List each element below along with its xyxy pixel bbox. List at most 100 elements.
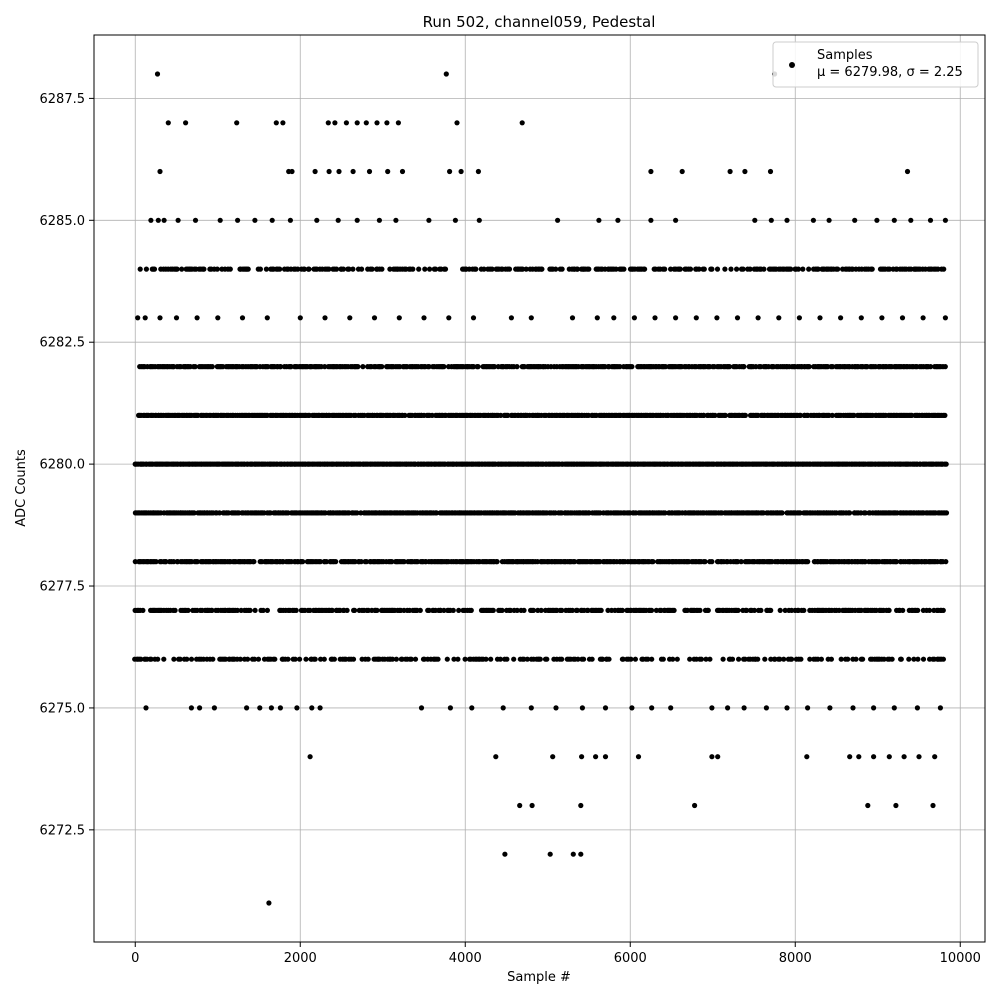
x-axis: 0 2000 4000 6000 8000 10000 bbox=[131, 942, 981, 966]
data-point bbox=[389, 656, 396, 662]
data-point bbox=[456, 607, 462, 614]
data-point bbox=[800, 266, 806, 272]
data-point bbox=[911, 656, 917, 662]
data-point bbox=[943, 461, 949, 467]
data-point bbox=[755, 656, 761, 662]
legend-stats: μ = 6279.98, σ = 2.25 bbox=[817, 65, 963, 80]
data-point bbox=[569, 315, 576, 321]
x-tick-label: 6000 bbox=[614, 951, 647, 966]
y-tick-label: 6275.0 bbox=[40, 701, 86, 716]
data-point bbox=[553, 266, 559, 272]
data-point bbox=[524, 656, 531, 662]
data-point bbox=[435, 656, 441, 662]
data-point bbox=[740, 266, 746, 272]
data-point bbox=[331, 656, 337, 662]
data-point bbox=[871, 705, 877, 711]
data-point bbox=[529, 802, 535, 809]
data-point bbox=[649, 656, 655, 662]
data-point bbox=[273, 120, 279, 126]
data-point bbox=[862, 510, 868, 516]
data-point bbox=[184, 656, 190, 662]
data-point bbox=[795, 266, 802, 272]
y-axis-label: ADC Counts bbox=[14, 449, 29, 527]
data-point bbox=[937, 705, 944, 711]
data-point bbox=[251, 656, 258, 662]
data-point bbox=[272, 656, 278, 662]
data-point bbox=[687, 656, 693, 662]
data-point bbox=[788, 266, 794, 272]
data-point bbox=[838, 656, 844, 662]
data-point bbox=[734, 266, 740, 272]
data-point bbox=[891, 217, 897, 223]
data-point bbox=[709, 266, 715, 272]
data-point bbox=[418, 705, 425, 711]
data-point bbox=[326, 266, 332, 272]
data-point bbox=[209, 364, 215, 370]
data-point bbox=[266, 900, 272, 906]
data-point bbox=[177, 656, 183, 662]
data-point bbox=[805, 705, 811, 711]
data-point bbox=[173, 315, 180, 321]
data-point bbox=[815, 266, 821, 272]
data-point bbox=[747, 266, 753, 272]
data-point bbox=[727, 168, 733, 175]
data-point bbox=[497, 656, 503, 662]
data-point bbox=[619, 607, 626, 614]
x-tick-label: 10000 bbox=[940, 951, 981, 966]
data-point bbox=[410, 266, 416, 272]
data-point bbox=[741, 364, 747, 370]
data-point bbox=[360, 364, 366, 370]
data-point bbox=[153, 559, 159, 565]
data-point bbox=[297, 315, 303, 321]
data-point bbox=[712, 412, 718, 418]
data-point bbox=[268, 705, 274, 711]
data-point bbox=[679, 168, 685, 175]
data-point bbox=[726, 364, 733, 370]
data-point bbox=[674, 656, 680, 662]
data-point bbox=[805, 559, 811, 565]
data-point bbox=[696, 266, 702, 272]
data-point bbox=[385, 168, 391, 175]
data-point bbox=[143, 266, 149, 272]
data-point bbox=[374, 607, 380, 614]
data-point bbox=[335, 217, 341, 223]
data-point bbox=[914, 705, 921, 711]
data-point bbox=[550, 754, 556, 760]
data-point bbox=[245, 266, 251, 272]
data-point bbox=[354, 217, 360, 223]
data-point bbox=[920, 315, 926, 321]
data-point bbox=[514, 607, 520, 614]
data-point bbox=[301, 266, 307, 272]
data-point bbox=[570, 851, 576, 857]
data-point bbox=[508, 607, 514, 614]
data-point bbox=[908, 217, 914, 223]
data-point bbox=[287, 217, 293, 223]
data-point bbox=[491, 364, 498, 370]
data-point bbox=[454, 120, 460, 126]
data-point bbox=[475, 168, 481, 175]
data-point bbox=[735, 607, 741, 614]
data-point bbox=[768, 607, 774, 614]
data-point bbox=[161, 656, 167, 662]
data-point bbox=[631, 315, 638, 321]
data-point bbox=[893, 559, 900, 565]
data-point bbox=[728, 266, 734, 272]
data-point bbox=[192, 217, 199, 223]
data-point bbox=[677, 266, 683, 272]
data-point bbox=[401, 559, 407, 565]
data-point bbox=[462, 656, 468, 662]
data-point bbox=[443, 71, 449, 77]
data-point bbox=[314, 217, 320, 223]
data-point bbox=[350, 266, 356, 272]
data-point bbox=[317, 705, 323, 711]
data-point bbox=[333, 559, 339, 565]
data-point bbox=[504, 656, 510, 662]
data-point bbox=[673, 315, 679, 321]
data-point bbox=[789, 656, 795, 662]
data-point bbox=[277, 266, 283, 272]
data-point bbox=[188, 705, 194, 711]
data-point bbox=[306, 266, 312, 272]
data-point bbox=[879, 315, 885, 321]
data-point bbox=[475, 364, 481, 370]
data-point bbox=[817, 315, 823, 321]
